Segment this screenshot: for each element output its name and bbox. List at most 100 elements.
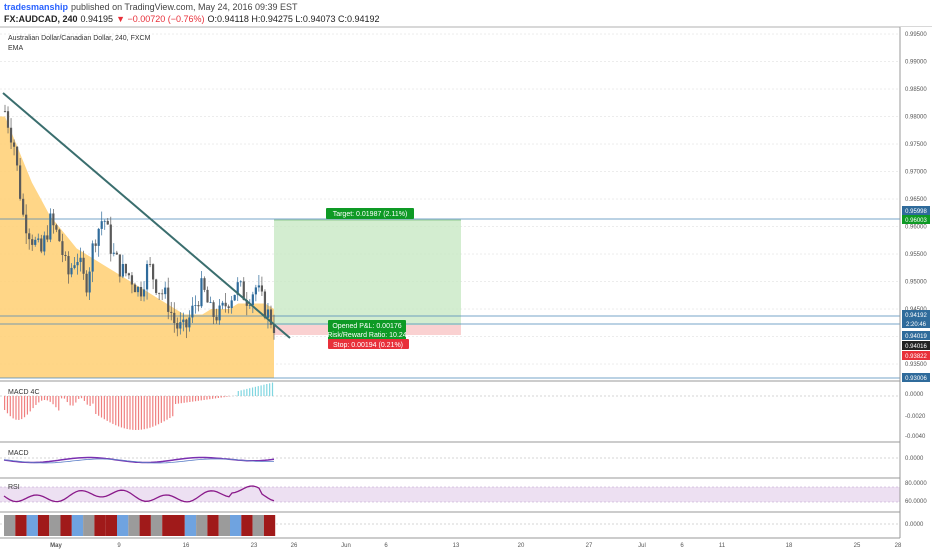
target-label[interactable]: Target: 0.01987 (2.11%) [326, 208, 414, 219]
macd4c-bar [246, 388, 248, 396]
price-tick: 0.97000 [905, 170, 927, 176]
candle-body [212, 302, 215, 317]
macd4c-bar [126, 396, 128, 430]
macd4c-bar [115, 396, 117, 426]
macd4c-bar [197, 396, 199, 401]
candle-body [200, 278, 203, 307]
svg-text:Target: 0.01987 (2.11%): Target: 0.01987 (2.11%) [333, 211, 408, 218]
candle-body [242, 281, 245, 301]
macd4c-bar [251, 387, 254, 396]
price-badge-text: 0.95998 [905, 209, 927, 215]
macd4c-bar [26, 396, 28, 415]
macd4c-bar [237, 391, 239, 396]
candle-body [248, 305, 251, 306]
color-bar [173, 515, 185, 536]
color-bar [184, 515, 197, 536]
macd4c-bar [98, 396, 100, 416]
price-badge [902, 351, 930, 360]
candle-body [239, 281, 242, 283]
macd4c-bar [95, 396, 97, 414]
price-badge [902, 319, 930, 328]
svg-text:Stop: 0.00194 (0.21%): Stop: 0.00194 (0.21%) [333, 342, 403, 349]
macd4c-bar [55, 396, 57, 408]
macd4c-bar [29, 396, 31, 412]
candle-body [254, 287, 257, 295]
macd4c-bar [72, 396, 74, 406]
macd4c-bar [83, 396, 85, 401]
candle-body [28, 233, 31, 240]
candle-body [170, 311, 173, 313]
candle-body [179, 322, 182, 329]
candle-body [40, 238, 43, 252]
time-tick: Jul [638, 543, 646, 549]
candle-body [203, 278, 206, 290]
candle-body [152, 264, 155, 280]
trendline[interactable] [2, 92, 291, 339]
pane-tick: -0.0040 [905, 434, 926, 440]
price-tick: 0.98000 [905, 115, 927, 121]
price-badge [902, 310, 930, 319]
macd4c-bar [183, 396, 185, 403]
time-tick: 6 [680, 543, 684, 549]
candle-body [173, 312, 176, 324]
color-bar [15, 515, 27, 536]
color-bar [83, 515, 95, 536]
macd4c-bar [118, 396, 120, 427]
symbol-label[interactable]: FX:AUDCAD, 240 [4, 14, 78, 24]
macd4c-bar [58, 396, 60, 411]
candle-body [260, 285, 264, 292]
target-zone[interactable] [274, 220, 461, 325]
macd4c-bar [186, 396, 188, 403]
candle-body [263, 291, 267, 318]
macd4c-bar [214, 396, 217, 399]
candle-body [145, 264, 149, 290]
candle-body [94, 243, 97, 246]
macd4c-bar [200, 396, 202, 401]
candle-body [100, 221, 103, 229]
candle-body [6, 111, 10, 128]
candle-body [52, 213, 55, 226]
author-link[interactable]: tradesmanship [4, 2, 69, 12]
candle-body [251, 294, 254, 306]
candle-body [155, 279, 158, 293]
price-tick: 0.95500 [905, 252, 927, 258]
pane-tick: 0.0000 [905, 522, 924, 528]
candle-body [182, 319, 185, 323]
macd4c-bar [9, 396, 11, 417]
chart-legend: Australian Dollar/Canadian Dollar, 240, … [8, 35, 151, 52]
time-tick: 27 [586, 543, 593, 549]
candle-body [31, 239, 34, 245]
time-tick: 13 [453, 543, 460, 549]
price-badge [902, 215, 930, 224]
macd4c-bar [41, 396, 43, 401]
rsi-label: RSI [8, 484, 20, 491]
candle-body [115, 252, 118, 255]
candle-body [22, 198, 25, 215]
color-bars-pane [0, 515, 900, 536]
price-badge-text: 0.93006 [905, 376, 927, 382]
macd4c-bar [271, 382, 274, 396]
opened-pnl-label[interactable]: Opened P&L: 0.00176 Risk/Reward Ratio: 1… [327, 320, 407, 340]
macd4c-bar [23, 396, 26, 418]
macd4c-label: MACD 4C [8, 389, 40, 396]
macd4c-bar [177, 396, 180, 404]
published-text: published on TradingView.com, May 24, 20… [71, 2, 298, 12]
stop-label[interactable]: Stop: 0.00194 (0.21%) [328, 339, 409, 349]
candle-body [209, 302, 212, 304]
candle-body [197, 305, 200, 307]
macd4c-bar [206, 396, 208, 400]
candle-body [91, 243, 94, 272]
candle-body [49, 213, 52, 240]
price-badge-text: 2:20:46 [906, 322, 927, 328]
time-axis[interactable]: May 9 16 23 26 Jun 6 13 20 27 Jul 6 11 18 25 28 [50, 543, 902, 549]
macd4c-bar [220, 396, 222, 398]
candle-body [9, 127, 13, 143]
candle-body [164, 287, 167, 295]
time-tick: 23 [251, 543, 258, 549]
macd4c-bar [223, 396, 225, 398]
candle-body [112, 252, 115, 254]
candle-body [103, 220, 106, 222]
macd4c-bar [157, 396, 160, 425]
